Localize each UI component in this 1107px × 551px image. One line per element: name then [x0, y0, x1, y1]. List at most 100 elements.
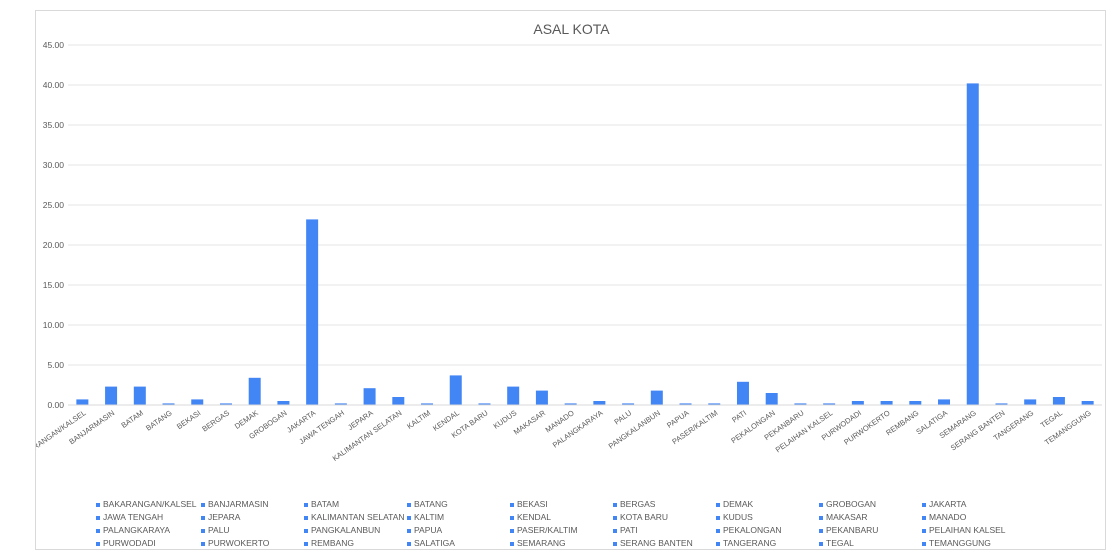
legend-item: PEKALONGAN	[716, 525, 782, 535]
x-tick-label: PATI	[730, 408, 748, 424]
bar[interactable]	[535, 390, 548, 405]
chart-area[interactable]: ASAL KOTA 0.00 5.00 10.00 15.00 20.00 25.00 30…	[35, 10, 1106, 550]
bar[interactable]	[219, 403, 232, 405]
bar[interactable]	[851, 401, 864, 405]
legend-item: SERANG BANTEN	[613, 538, 693, 548]
legend-item: TEGAL	[819, 538, 854, 548]
bar[interactable]	[191, 399, 204, 405]
legend-label: SERANG BANTEN	[620, 538, 693, 548]
legend-label: KENDAL	[517, 512, 552, 522]
bar[interactable]	[1052, 397, 1065, 405]
legend-label: KALTIM	[414, 512, 445, 522]
bar[interactable]	[306, 219, 319, 405]
bar[interactable]	[449, 375, 462, 405]
legend-item: KALIMANTAN SELATAN	[304, 512, 405, 522]
chart-title: ASAL KOTA	[533, 21, 610, 37]
legend-swatch	[407, 502, 411, 507]
legend-item: KOTA BARU	[613, 512, 668, 522]
legend-label: KOTA BARU	[620, 512, 669, 522]
legend-item: BAKARANGAN/KALSEL	[96, 499, 197, 509]
bar[interactable]	[736, 381, 749, 405]
legend-swatch	[201, 528, 205, 533]
y-tick-label: 15.00	[43, 280, 65, 290]
legend-label: PALU	[208, 525, 230, 535]
bar[interactable]	[794, 403, 807, 405]
bar[interactable]	[995, 403, 1008, 405]
legend-label: PEKALONGAN	[723, 525, 782, 535]
bar[interactable]	[622, 403, 635, 405]
bar[interactable]	[966, 83, 979, 406]
bar[interactable]	[76, 399, 89, 405]
x-tick-label: BEKASI	[175, 408, 202, 431]
legend-label: PANGKALANBUN	[311, 525, 381, 535]
bar[interactable]	[421, 403, 434, 405]
x-tick-label: PANGKALANBUN	[607, 408, 662, 450]
bar[interactable]	[708, 403, 721, 405]
bar[interactable]	[392, 397, 405, 405]
legend-swatch	[96, 541, 100, 546]
bar[interactable]	[133, 386, 146, 405]
bar[interactable]	[363, 388, 376, 405]
legend-item: SALATIGA	[407, 538, 455, 548]
x-tick-label: BERGAS	[200, 408, 231, 433]
x-tick-label: MAKASAR	[512, 408, 548, 437]
bar[interactable]	[478, 403, 491, 405]
legend-swatch	[96, 502, 100, 507]
legend-swatch	[922, 528, 926, 533]
legend-label: TEMANGGUNG	[929, 538, 991, 548]
legend-label: PURWOKERTO	[208, 538, 270, 548]
legend-item: SEMARANG	[510, 538, 566, 548]
bar[interactable]	[880, 401, 893, 405]
legend-label: MANADO	[929, 512, 967, 522]
y-tick-label: 35.00	[43, 120, 65, 130]
legend-item: PASER/KALTIM	[510, 525, 578, 535]
legend-swatch	[716, 502, 720, 507]
x-tick-label: REMBANG	[884, 408, 920, 437]
legend-item: BANJARMASIN	[201, 499, 268, 509]
legend-item: JEPARA	[201, 512, 240, 522]
legend-label: JEPARA	[208, 512, 241, 522]
bar[interactable]	[162, 403, 175, 405]
legend-item: PALANGKARAYA	[96, 525, 170, 535]
legend-item: BATAM	[304, 499, 339, 509]
bar[interactable]	[564, 403, 577, 405]
legend-label: PEKANBARU	[826, 525, 879, 535]
legend-label: BAKARANGAN/KALSEL	[103, 499, 197, 509]
legend-swatch	[819, 502, 823, 507]
legend-label: PAPUA	[414, 525, 443, 535]
bar[interactable]	[650, 390, 663, 405]
legend-label: REMBANG	[311, 538, 354, 548]
legend-swatch	[510, 541, 514, 546]
legend-item: KENDAL	[510, 512, 551, 522]
legend-item: PALU	[201, 525, 230, 535]
bar[interactable]	[507, 386, 520, 405]
bar[interactable]	[1081, 401, 1094, 405]
bar[interactable]	[823, 403, 836, 405]
bar[interactable]	[105, 386, 118, 405]
x-tick-label: KALTIM	[405, 408, 432, 431]
legend-label: PELAIHAN KALSEL	[929, 525, 1006, 535]
bar[interactable]	[938, 399, 951, 405]
bar[interactable]	[334, 403, 347, 405]
bar[interactable]	[248, 377, 261, 405]
legend-swatch	[510, 528, 514, 533]
bar[interactable]	[1024, 399, 1037, 405]
legend-item: BATANG	[407, 499, 448, 509]
bar[interactable]	[277, 401, 290, 405]
legend-item: PELAIHAN KALSEL	[922, 525, 1006, 535]
bar[interactable]	[593, 401, 606, 405]
legend-swatch	[716, 541, 720, 546]
legend-label: BEKASI	[517, 499, 548, 509]
y-tick-label: 5.00	[47, 360, 64, 370]
bar[interactable]	[679, 403, 692, 405]
bar[interactable]	[909, 401, 922, 405]
legend-item: PANGKALANBUN	[304, 525, 380, 535]
legend-item: JAWA TENGAH	[96, 512, 163, 522]
legend-swatch	[304, 515, 308, 520]
legend-item: TEMANGGUNG	[922, 538, 991, 548]
bar[interactable]	[765, 393, 778, 405]
legend-label: PURWODADI	[103, 538, 156, 548]
legend-item: REMBANG	[304, 538, 354, 548]
legend-item: KUDUS	[716, 512, 753, 522]
legend-item: KALTIM	[407, 512, 444, 522]
